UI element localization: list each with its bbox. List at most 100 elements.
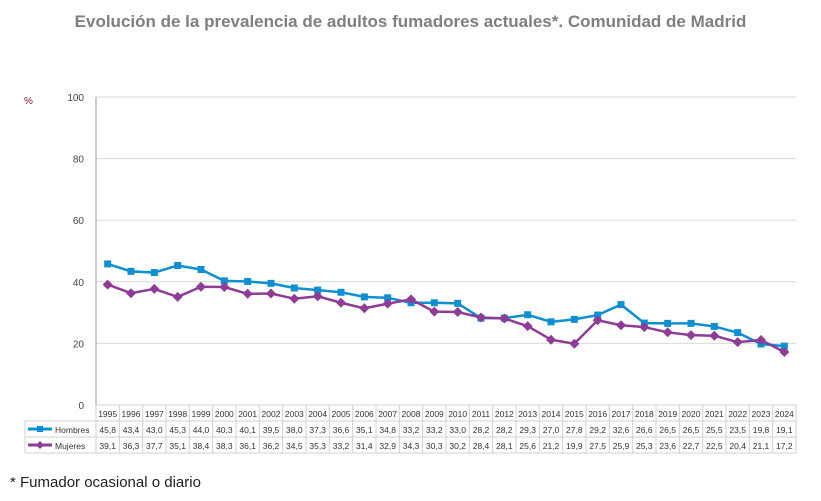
x-tick-label: 1999 (192, 409, 211, 419)
data-point (430, 299, 438, 307)
x-tick-label: 2006 (355, 409, 374, 419)
data-point (547, 318, 555, 326)
y-tick-label: 0 (78, 401, 84, 412)
data-label: 32,9 (379, 441, 396, 451)
data-point (476, 312, 486, 323)
x-tick-label: 2017 (612, 409, 631, 419)
x-tick-label: 2018 (635, 409, 654, 419)
data-label: 33,2 (333, 441, 350, 451)
data-point (452, 306, 463, 317)
data-point (359, 303, 370, 314)
x-tick-label: 2016 (588, 409, 607, 419)
data-label: 28,2 (473, 425, 490, 435)
x-tick-label: 2004 (308, 409, 327, 419)
data-point (127, 267, 135, 275)
data-label: 38,3 (216, 441, 233, 451)
data-label: 19,1 (776, 425, 793, 435)
data-label: 32,6 (613, 425, 630, 435)
data-point (360, 293, 368, 301)
data-point (150, 269, 158, 277)
x-tick-label: 2003 (285, 409, 304, 419)
data-label: 21,1 (753, 441, 770, 451)
data-point (312, 291, 323, 302)
x-tick-label: 2013 (518, 409, 537, 419)
data-label: 29,2 (589, 425, 606, 435)
x-tick-label: 1996 (122, 409, 141, 419)
data-label: 43,0 (146, 425, 163, 435)
data-point (196, 281, 206, 292)
data-label: 23,5 (729, 425, 746, 435)
data-label: 34,5 (286, 441, 303, 451)
data-label: 27,8 (566, 425, 583, 435)
data-point (732, 337, 743, 348)
data-point (267, 279, 275, 287)
data-label: 25,5 (706, 425, 723, 435)
x-tick-label: 2015 (565, 409, 584, 419)
legend-marker (36, 441, 44, 449)
x-tick-label: 2008 (402, 409, 421, 419)
data-label: 36,6 (333, 425, 350, 435)
data-label: 45,8 (99, 425, 116, 435)
x-tick-label: 2009 (425, 409, 444, 419)
data-label: 19,8 (753, 425, 770, 435)
legend-label: Hombres (55, 425, 89, 435)
data-point (336, 297, 346, 308)
data-point (102, 279, 113, 290)
data-point (289, 293, 300, 304)
data-point (104, 260, 112, 268)
data-point (126, 288, 136, 299)
data-point (686, 330, 696, 341)
data-point (242, 288, 253, 299)
data-point (290, 284, 298, 292)
x-tick-label: 1995 (98, 409, 117, 419)
data-label: 34,3 (403, 441, 420, 451)
data-label: 25,3 (636, 441, 653, 451)
x-tick-label: 2005 (332, 409, 351, 419)
data-point (780, 342, 788, 350)
data-point (174, 261, 182, 269)
data-label: 26,6 (636, 425, 653, 435)
data-label: 44,0 (193, 425, 210, 435)
data-point (382, 298, 393, 309)
data-point (454, 299, 462, 307)
x-tick-label: 2020 (682, 409, 701, 419)
data-point (779, 347, 790, 358)
data-label: 36,2 (263, 441, 280, 451)
data-label: 35,1 (169, 441, 186, 451)
data-point (710, 322, 718, 330)
data-label: 38,0 (286, 425, 303, 435)
data-point (756, 335, 766, 346)
data-label: 19,9 (566, 441, 583, 451)
legend-marker (37, 426, 43, 432)
y-tick-label: 60 (73, 216, 85, 227)
data-point (197, 265, 205, 273)
data-label: 28,4 (473, 441, 490, 451)
data-point (709, 330, 720, 341)
data-label: 29,3 (519, 425, 536, 435)
data-label: 21,2 (543, 441, 560, 451)
data-label: 35,1 (356, 425, 373, 435)
data-point (687, 319, 695, 327)
data-label: 36,3 (123, 441, 140, 451)
data-label: 30,2 (449, 441, 466, 451)
y-tick-label: 20 (73, 339, 85, 350)
y-axis-label: % (24, 96, 33, 107)
data-label: 28,1 (496, 441, 513, 451)
footnote: * Fumador ocasional o diario (10, 474, 201, 491)
data-label: 39,5 (263, 425, 280, 435)
data-point (337, 288, 345, 296)
x-tick-label: 2011 (472, 409, 491, 419)
data-point (734, 329, 742, 337)
data-label: 33,2 (426, 425, 443, 435)
series-line-mujeres (107, 283, 785, 354)
chart-title: Evolución de la prevalencia de adultos f… (74, 12, 747, 31)
data-label: 25,9 (613, 441, 630, 451)
data-label: 39,1 (99, 441, 116, 451)
data-point (569, 338, 580, 349)
data-point (662, 327, 673, 338)
data-label: 38,4 (193, 441, 210, 451)
data-label: 33,0 (449, 425, 466, 435)
data-point (429, 306, 440, 317)
data-point (522, 321, 533, 332)
